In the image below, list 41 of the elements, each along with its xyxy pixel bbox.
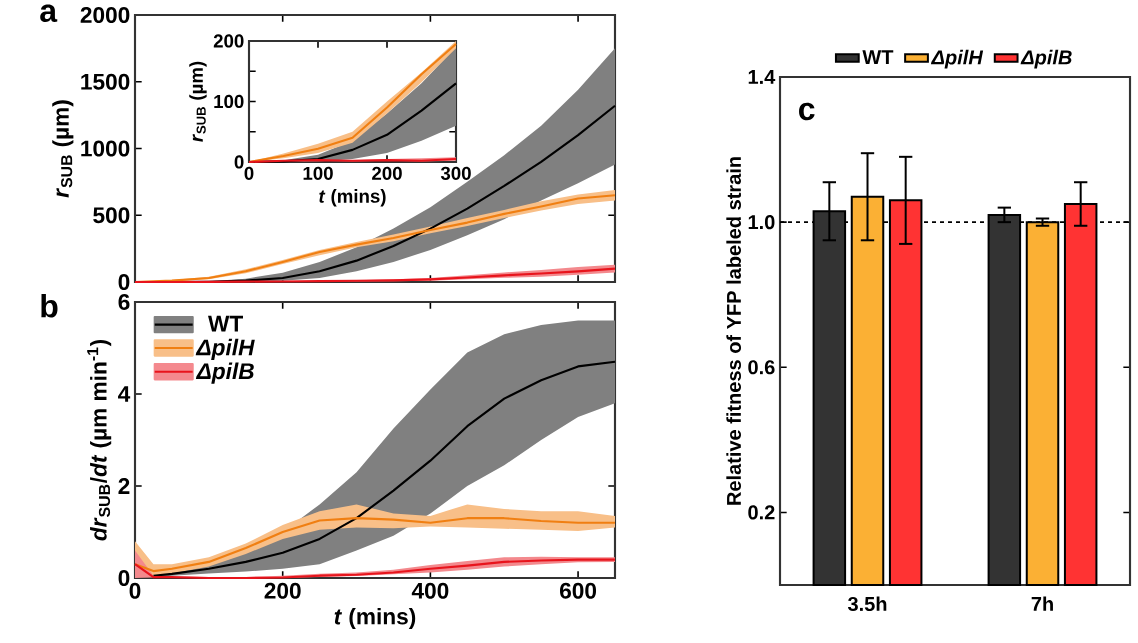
y-tick-label: 0 [118,569,130,587]
y-tick-label: 1000 [81,140,130,157]
x-tick-label: 200 [372,166,402,180]
annotation: c [799,102,815,121]
legend-label: ΔpilB [195,362,254,384]
y-tick-label: 100 [214,94,244,109]
legend-label: WT [862,50,894,64]
y-tick-label: 2000 [80,6,130,24]
x-tick-label: 0 [129,582,141,599]
x-tick-label: 0 [244,166,254,180]
y-tick-label: 1.0 [748,215,775,230]
y-tick-label: 200 [213,34,244,48]
y-tick-label: 0 [118,273,130,291]
text: b [41,293,58,318]
y-tick-label: 1.4 [748,70,776,84]
y-axis-title: Relative fitness of YFP labeled strain [726,157,741,505]
legend-label: ΔpilH [195,338,255,360]
y-tick-label: 2 [118,478,130,494]
x-tick-label: 400 [411,582,449,599]
y-tick-label: 0.6 [748,360,775,375]
y-tick-label: 6 [118,293,130,311]
legend-label: WT [208,315,243,332]
x-axis-title: t (mins) [319,189,386,207]
legend-label: ΔpilH [930,49,984,69]
y-tick-label: 4 [118,386,131,402]
y-tick-label: 1500 [81,73,130,90]
x-tick-label: 100 [303,166,333,180]
x-tick-label: 600 [560,582,597,599]
x-axis-title: t (mins) [334,607,416,630]
y-tick-label: 0.2 [748,505,775,520]
x-tick-label: 200 [264,582,301,599]
x-tick-label: 7h [1031,596,1053,611]
y-tick-label: 0 [234,155,244,169]
y-axis-title: r$_{SUB}$ (µm) [52,100,74,198]
x-tick-label: 3.5h [847,596,887,612]
legend-label: ΔpilB [1020,49,1072,69]
y-axis-title: dr$_{SUB}$/dt (µm min$^{-1}$) [87,339,112,541]
x-tick-label: 300 [440,166,471,180]
text: a [40,4,58,23]
y-tick-label: 500 [93,207,130,224]
y-axis-title: r$_{SUB}$ (µm) [189,61,207,142]
